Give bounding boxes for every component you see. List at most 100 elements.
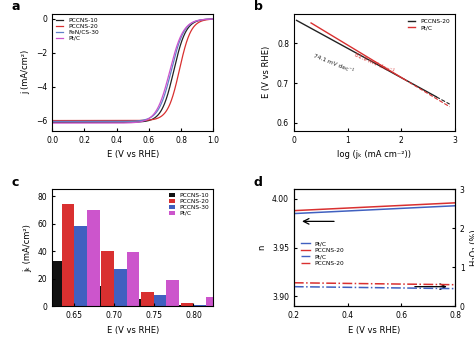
Pt/C [452, 204, 458, 208]
FeN/CS-30 [78, 119, 83, 123]
PCCNS-20 [379, 65, 385, 69]
Pt/C [387, 286, 392, 290]
Pt/C [122, 121, 128, 125]
Pt/C [91, 121, 96, 125]
PCCNS-20 [292, 208, 297, 213]
PCCNS-10 [210, 17, 216, 21]
Text: 74.1 mV dec⁻¹: 74.1 mV dec⁻¹ [313, 54, 354, 74]
Pt/C [292, 284, 297, 289]
PCCNS-20 [376, 64, 382, 68]
PCCNS-20 [377, 64, 383, 68]
FeN/CS-30 [171, 60, 176, 64]
PCCNS-20 [144, 118, 150, 122]
Bar [87, 210, 100, 306]
PCCNS-20 [437, 202, 443, 206]
Pt/C [387, 68, 392, 72]
Pt/C [427, 205, 433, 209]
Line: FeN/CS-30: FeN/CS-30 [52, 19, 213, 121]
Text: a: a [12, 0, 20, 13]
Legend: PCCNS-10, PCCNS-20, FeN/CS-30, Pt/C: PCCNS-10, PCCNS-20, FeN/CS-30, Pt/C [55, 17, 100, 42]
PCCNS-20 [294, 18, 300, 22]
PCCNS-20 [78, 118, 83, 122]
Pt/C [390, 207, 395, 211]
Pt/C [392, 72, 398, 76]
Line: PCCNS-10: PCCNS-10 [52, 19, 213, 122]
Pt/C [386, 286, 392, 290]
PCCNS-20 [433, 95, 439, 99]
Legend: Pt/C, PCCNS-20, Pt/C, PCCNS-20: Pt/C, PCCNS-20, Pt/C, PCCNS-20 [300, 240, 346, 267]
PCCNS-20 [294, 19, 300, 23]
Line: PCCNS-20: PCCNS-20 [294, 283, 455, 285]
FeN/CS-30 [144, 117, 150, 121]
X-axis label: log (jₖ (mA cm⁻²)): log (jₖ (mA cm⁻²)) [337, 150, 411, 159]
PCCNS-20 [291, 208, 297, 213]
Y-axis label: H₂O₂ (%): H₂O₂ (%) [470, 229, 474, 266]
Pt/C [78, 121, 83, 125]
Bar [206, 297, 219, 306]
Y-axis label: n: n [257, 245, 266, 250]
PCCNS-20 [390, 282, 395, 286]
PCCNS-20 [427, 282, 433, 287]
Text: b: b [254, 0, 263, 13]
Line: Pt/C: Pt/C [294, 287, 455, 289]
Line: PCCNS-20: PCCNS-20 [294, 203, 455, 211]
Pt/C [401, 77, 407, 81]
Y-axis label: jₖ (mA/cm²): jₖ (mA/cm²) [23, 224, 32, 272]
Pt/C [452, 287, 458, 291]
Bar [168, 305, 181, 306]
FeN/CS-30 [49, 119, 55, 123]
Pt/C [291, 212, 297, 216]
Bar [141, 292, 154, 306]
Pt/C [365, 55, 371, 60]
Line: Pt/C: Pt/C [294, 206, 455, 214]
Pt/C [308, 21, 314, 25]
PCCNS-20 [386, 204, 392, 208]
Line: Pt/C: Pt/C [311, 23, 404, 79]
PCCNS-10 [157, 111, 163, 115]
Line: PCCNS-20: PCCNS-20 [52, 19, 213, 120]
Pt/C [144, 118, 150, 122]
Text: c: c [12, 176, 19, 189]
Y-axis label: j (mA/cm²): j (mA/cm²) [21, 50, 30, 94]
Bar [127, 252, 139, 306]
Legend: PCCNS-10, PCCNS-20, PCCNS-30, Pt/C: PCCNS-10, PCCNS-20, PCCNS-30, Pt/C [168, 192, 210, 217]
Pt/C [363, 54, 369, 58]
Legend: PCCNS-20, Pt/C: PCCNS-20, Pt/C [406, 17, 452, 32]
Bar [193, 305, 206, 306]
PCCNS-20 [210, 17, 216, 21]
PCCNS-20 [157, 115, 163, 119]
PCCNS-20 [171, 92, 176, 96]
Text: d: d [254, 176, 263, 189]
Pt/C [387, 207, 392, 211]
PCCNS-20 [452, 283, 458, 287]
PCCNS-10 [91, 120, 96, 124]
PCCNS-20 [49, 118, 55, 122]
Pt/C [427, 286, 433, 290]
Bar [128, 299, 141, 306]
PCCNS-10 [171, 70, 176, 74]
PCCNS-20 [386, 282, 392, 286]
FeN/CS-30 [210, 17, 216, 21]
FeN/CS-30 [157, 105, 163, 109]
Pt/C [157, 102, 163, 106]
Line: PCCNS-20: PCCNS-20 [297, 20, 436, 97]
Bar [101, 251, 114, 306]
Text: 81.9 mV dec⁻¹: 81.9 mV dec⁻¹ [354, 53, 395, 75]
Bar [74, 226, 87, 306]
Pt/C [291, 284, 297, 289]
Pt/C [390, 286, 395, 290]
PCCNS-10 [78, 120, 83, 124]
Pt/C [292, 212, 297, 216]
PCCNS-20 [411, 83, 417, 87]
PCCNS-20 [452, 201, 458, 205]
PCCNS-20 [387, 204, 392, 208]
Pt/C [364, 54, 369, 58]
PCCNS-20 [420, 88, 426, 92]
X-axis label: E (V vs RHE): E (V vs RHE) [107, 150, 159, 159]
Y-axis label: E (V vs RHE): E (V vs RHE) [262, 46, 271, 98]
PCCNS-20 [292, 281, 297, 285]
PCCNS-10 [49, 120, 55, 124]
Bar [181, 303, 193, 306]
PCCNS-20 [291, 281, 297, 285]
PCCNS-10 [122, 120, 128, 124]
